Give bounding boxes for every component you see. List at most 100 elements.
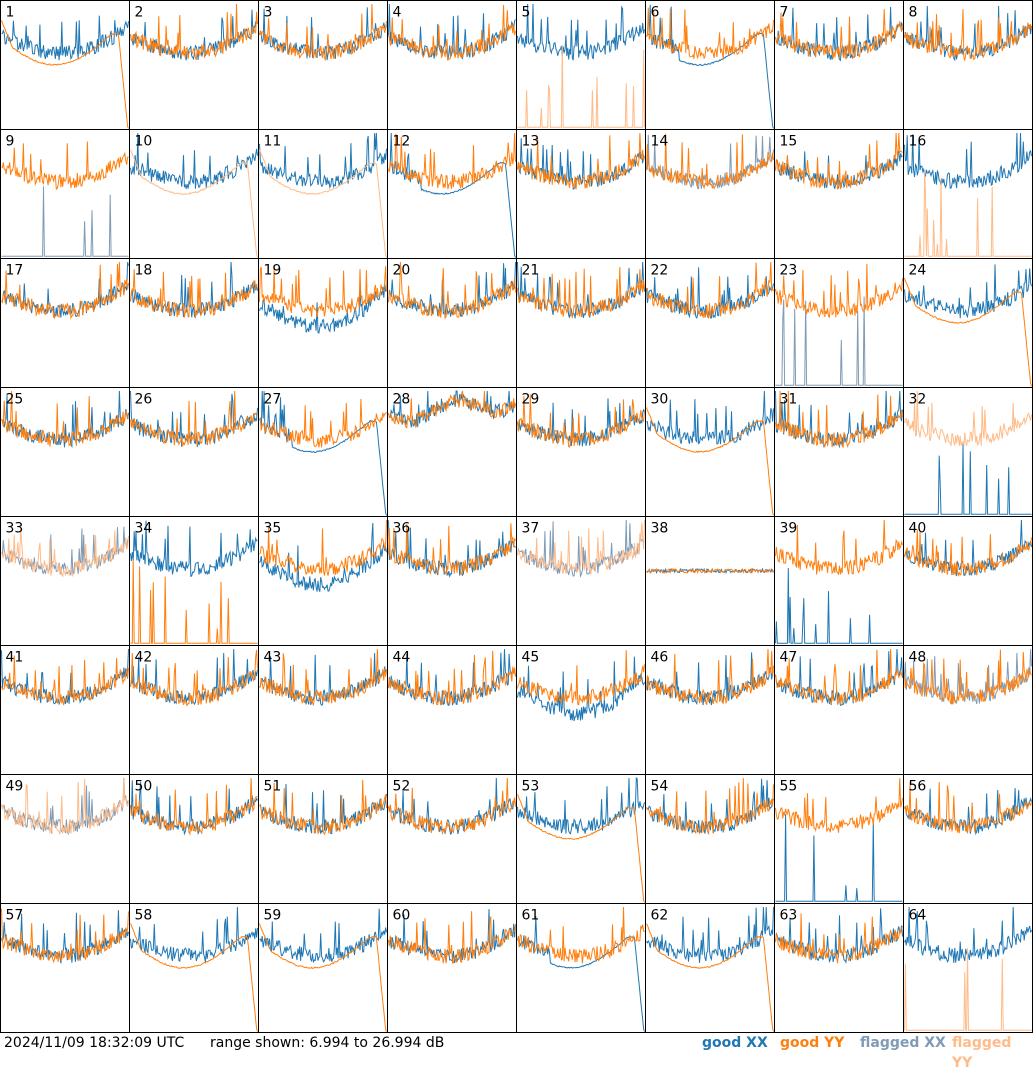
panel-label: 6 [651,5,660,21]
panel-label: 28 [393,392,411,408]
panel-label: 53 [522,779,540,795]
series-yy-11 [259,149,387,258]
panel-frame [129,129,259,259]
series-yy-58 [130,923,258,1032]
panel-label: 13 [522,134,540,150]
panel-label: 35 [264,521,282,537]
panel-3: 3 [258,0,388,130]
panel-23: 23 [774,258,904,388]
series-yy-3 [259,3,387,62]
panel-label: 32 [909,392,927,408]
series-yy-15 [775,132,903,190]
series-xx-1 [1,15,129,61]
series-yy-52 [388,777,516,836]
panel-label: 27 [264,392,282,408]
panel-label: 64 [909,908,927,924]
series-yy-31 [775,390,903,449]
panel-label: 9 [6,134,15,150]
panel-label: 23 [780,263,798,279]
series-yy-32 [904,390,1032,447]
series-yy-10 [130,149,258,258]
panel-6: 6 [645,0,775,130]
panel-label: 48 [909,650,927,666]
panel-label: 18 [135,263,153,279]
panel-label: 29 [522,392,540,408]
series-xx-37 [517,519,645,578]
panel-39: 39 [774,516,904,646]
series-yy-44 [388,650,516,706]
series-yy-37 [517,519,645,575]
series-yy-6 [646,7,774,60]
panel-16: 16 [903,129,1033,259]
panel-27: 27 [258,387,388,517]
panel-label: 39 [780,521,798,537]
series-yy-63 [775,913,903,964]
panel-label: 36 [393,521,411,537]
panel-frame [258,0,388,130]
panel-label: 63 [780,908,798,924]
series-xx-62 [646,906,774,963]
series-yy-8 [904,9,1032,62]
panel-frame [774,645,904,775]
series-yy-50 [130,777,258,836]
panel-label: 4 [393,5,402,21]
series-xx-16 [904,132,1032,189]
panel-frame [516,774,646,904]
panel-label: 54 [651,779,669,795]
series-yy-59 [259,923,387,1032]
panel-frame [645,0,775,130]
panel-label: 25 [6,392,24,408]
panel-label: 58 [135,908,153,924]
panel-label: 15 [780,134,798,150]
panel-label: 59 [264,908,282,924]
series-xx-58 [130,906,258,963]
panel-frame [645,258,775,388]
series-yy-19 [259,266,387,318]
panel-42: 42 [129,645,259,775]
panel-label: 57 [6,908,24,924]
panel-49: 49 [0,774,130,904]
panel-label: 52 [393,779,411,795]
panel-label: 20 [393,263,411,279]
panel-frame [0,516,130,646]
series-xx-5 [517,3,645,61]
panel-24: 24 [903,258,1033,388]
panel-13: 13 [516,129,646,259]
series-yy-18 [130,269,258,318]
series-xx-35 [259,522,387,592]
legend-flagged-yy: flagged YY [952,1035,1012,1071]
panel-label: 5 [522,5,531,21]
panel-frame [387,129,517,259]
panel-12: 12 [387,129,517,259]
series-yy-25 [1,390,129,447]
series-yy-39 [775,519,903,576]
panel-label: 37 [522,521,540,537]
panel-label: 7 [780,5,789,21]
panel-label: 40 [909,521,927,537]
panel-frame [774,129,904,259]
panel-label: 41 [6,650,24,666]
panel-label: 62 [651,908,669,924]
panel-label: 34 [135,521,153,537]
panel-label: 60 [393,908,411,924]
panel-37: 37 [516,516,646,646]
panel-label: 16 [909,134,927,150]
panel-11: 11 [258,129,388,259]
panel-label: 44 [393,650,411,666]
panel-28: 28 [387,387,517,517]
panel-41: 41 [0,645,130,775]
series-xx-55 [775,814,903,902]
panel-58: 58 [129,903,259,1033]
range-label: range shown: 6.994 to 26.994 dB [210,1035,445,1051]
series-yy-13 [517,132,645,190]
panel-8: 8 [903,0,1033,130]
panel-frame [258,129,388,259]
series-yy-22 [646,261,774,320]
panel-29: 29 [516,387,646,517]
panel-frame [645,387,775,517]
panel-frame [0,387,130,517]
panel-20: 20 [387,258,517,388]
series-yy-46 [646,648,774,706]
panel-frame [129,774,259,904]
panel-label: 3 [264,5,273,21]
